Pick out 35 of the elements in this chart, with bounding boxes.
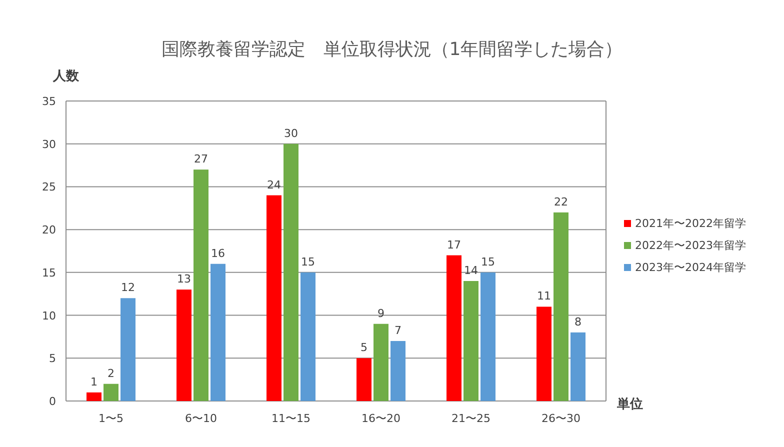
data-label: 8 <box>574 315 582 328</box>
data-label: 7 <box>394 324 402 337</box>
data-label: 13 <box>177 272 191 286</box>
data-label: 16 <box>211 246 225 260</box>
data-label: 27 <box>194 152 208 166</box>
data-label: 15 <box>301 255 315 268</box>
data-label: 11 <box>537 290 551 303</box>
legend-label: 2023年〜2024年留学 <box>635 261 746 274</box>
y-tick-label: 30 <box>42 138 56 151</box>
x-tick-label: 26〜30 <box>542 412 580 425</box>
chart-title: 国際教養留学認定 単位取得状況（1年間留学した場合） <box>161 39 623 60</box>
x-tick-label: 11〜15 <box>272 412 310 425</box>
data-label: 12 <box>121 281 135 294</box>
y-tick-label: 5 <box>49 352 56 366</box>
x-tick-label: 6〜10 <box>185 412 217 425</box>
y-axis-title: 人数 <box>52 69 80 84</box>
x-axis-title: 単位 <box>616 397 643 412</box>
x-tick-label: 16〜20 <box>362 412 400 425</box>
y-tick-label: 35 <box>42 95 56 108</box>
data-label: 22 <box>554 195 568 208</box>
y-tick-label: 15 <box>42 266 56 280</box>
data-label: 30 <box>284 126 298 140</box>
data-label: 15 <box>481 255 495 268</box>
data-label: 5 <box>360 341 368 354</box>
x-tick-label: 21〜25 <box>452 412 490 425</box>
data-label: 1 <box>90 375 98 388</box>
data-label: 17 <box>447 238 461 252</box>
y-tick-label: 10 <box>42 309 56 322</box>
y-tick-label: 20 <box>42 224 56 237</box>
y-tick-label: 25 <box>42 180 56 194</box>
data-label: 2 <box>108 366 114 380</box>
legend-label: 2021年〜2022年留学 <box>635 217 746 230</box>
x-tick-label: 1〜5 <box>98 412 124 425</box>
y-tick-label: 0 <box>49 395 56 408</box>
legend-label: 2022年〜2023年留学 <box>635 239 746 252</box>
